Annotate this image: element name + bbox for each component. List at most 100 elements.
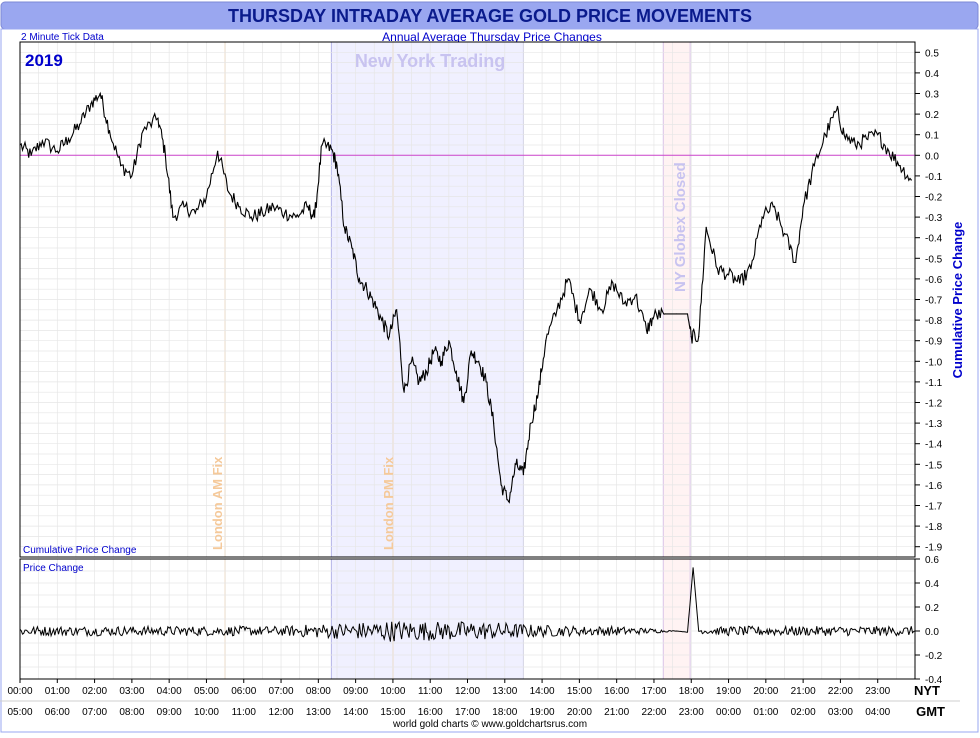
- y-tick-label: -1.5: [925, 460, 943, 471]
- pm-fix-label: London PM Fix: [381, 456, 396, 550]
- cumulative-point: [665, 313, 666, 314]
- x-tick-label-gmt: 04:00: [865, 707, 890, 718]
- x-tick-label-nyt: 20:00: [753, 686, 778, 697]
- x-tick-label-nyt: 06:00: [231, 686, 256, 697]
- cumulative-point: [556, 309, 557, 310]
- cumulative-point: [601, 309, 602, 310]
- cumulative-point: [568, 278, 569, 279]
- y-tick-label: -1.8: [925, 522, 943, 533]
- cumulative-point: [321, 144, 322, 145]
- x-tick-label-gmt: 22:00: [641, 707, 666, 718]
- y-tick-label: -0.2: [925, 193, 943, 204]
- x-tick-label-gmt: 13:00: [306, 707, 331, 718]
- x-tick-label-nyt: 05:00: [194, 686, 219, 697]
- y-tick-label: 0.2: [925, 110, 939, 121]
- x-tick-label-nyt: 09:00: [343, 686, 368, 697]
- x-tick-label-gmt: 02:00: [791, 707, 816, 718]
- x-tick-label-nyt: 07:00: [269, 686, 294, 697]
- x-tick-label-gmt: 07:00: [82, 707, 107, 718]
- cumulative-point: [165, 155, 166, 156]
- x-tick-label-gmt: 01:00: [753, 707, 778, 718]
- cumulative-point: [381, 320, 382, 321]
- cumulative-point: [433, 350, 434, 351]
- cumulative-point: [284, 212, 285, 213]
- ny-trading-label: New York Trading: [355, 51, 505, 71]
- x-tick-label-gmt: 08:00: [119, 707, 144, 718]
- cumulative-point: [31, 155, 32, 156]
- x-tick-label-nyt: 23:00: [865, 686, 890, 697]
- x-tick-label-gmt: 20:00: [567, 707, 592, 718]
- x-tick-label-gmt: 06:00: [45, 707, 70, 718]
- cumulative-point: [795, 262, 796, 263]
- cumulative-point: [331, 149, 332, 150]
- x-tick-label-nyt: 02:00: [82, 686, 107, 697]
- cumulative-point: [463, 402, 464, 403]
- cumulative-point: [217, 151, 218, 152]
- cumulative-point: [538, 392, 539, 393]
- cumulative-point: [844, 134, 845, 135]
- cumulative-point: [836, 109, 837, 110]
- cumulative-point: [500, 484, 501, 485]
- cumulative-point: [508, 501, 509, 502]
- chart-svg: THURSDAY INTRADAY AVERAGE GOLD PRICE MOV…: [0, 0, 980, 733]
- cumulative-point: [183, 206, 184, 207]
- cumulative-point: [42, 140, 43, 141]
- cumulative-point: [471, 350, 472, 351]
- cumulative-point: [478, 361, 479, 362]
- upper-y-axis: 0.50.40.30.20.10.0-0.1-0.2-0.3-0.4-0.5-0…: [915, 48, 943, 553]
- cumulative-point: [784, 233, 785, 234]
- year-label: 2019: [25, 51, 63, 70]
- y-axis-title: Cumulative Price Change: [950, 222, 965, 379]
- cumulative-point: [79, 124, 80, 125]
- x-tick-label-gmt: 09:00: [157, 707, 182, 718]
- x-tick-label-nyt: 16:00: [604, 686, 629, 697]
- y-tick-label: -1.1: [925, 378, 943, 389]
- y-tick-label: -1.2: [925, 399, 943, 410]
- y-tick-label: 0.0: [925, 151, 939, 162]
- cumulative-point: [448, 340, 449, 341]
- y-tick-label: 0.6: [925, 555, 939, 566]
- cumulative-point: [344, 227, 345, 228]
- cumulative-point: [336, 165, 337, 166]
- tick-note: 2 Minute Tick Data: [21, 32, 104, 43]
- nyt-label: NYT: [914, 683, 940, 698]
- x-tick-label-nyt: 21:00: [791, 686, 816, 697]
- cumulative-point: [579, 320, 580, 321]
- x-axis: 00:0005:0001:0006:0002:0007:0003:0008:00…: [0, 679, 960, 718]
- footer-credit: world gold charts © www.goldchartsrus.co…: [392, 719, 587, 730]
- am-fix-label: London AM Fix: [210, 456, 225, 550]
- x-tick-label-nyt: 03:00: [119, 686, 144, 697]
- cumulative-point: [295, 217, 296, 218]
- x-tick-label-gmt: 03:00: [828, 707, 853, 718]
- upper-panel-label: Cumulative Price Change: [23, 545, 137, 556]
- cumulative-point: [762, 217, 763, 218]
- cumulative-point: [523, 474, 524, 475]
- cumulative-point: [359, 278, 360, 279]
- cumulative-point: [142, 130, 143, 131]
- cumulative-point: [612, 282, 613, 283]
- x-tick-label-gmt: 11:00: [232, 707, 257, 718]
- x-tick-label-nyt: 04:00: [157, 686, 182, 697]
- cumulative-point: [441, 361, 442, 362]
- cumulative-point: [899, 165, 900, 166]
- cumulative-point: [90, 103, 91, 104]
- cumulative-point: [307, 206, 308, 207]
- y-tick-label: -0.1: [925, 172, 943, 183]
- cumulative-point: [825, 134, 826, 135]
- y-tick-label: 0.1: [925, 131, 939, 142]
- y-tick-label: -1.7: [925, 502, 943, 513]
- cumulative-point: [486, 381, 487, 382]
- y-tick-label: -1.3: [925, 419, 943, 430]
- x-tick-label-nyt: 22:00: [828, 686, 853, 697]
- x-tick-label-nyt: 17:00: [641, 686, 666, 697]
- cumulative-point: [635, 295, 636, 296]
- x-tick-label-gmt: 12:00: [269, 707, 294, 718]
- x-tick-label-nyt: 15:00: [567, 686, 592, 697]
- cumulative-point: [251, 217, 252, 218]
- x-tick-label-gmt: 21:00: [604, 707, 629, 718]
- cumulative-point: [545, 340, 546, 341]
- x-tick-label-nyt: 13:00: [492, 686, 517, 697]
- y-tick-label: -0.2: [925, 651, 943, 662]
- cumulative-point: [911, 179, 912, 180]
- chart-title: THURSDAY INTRADAY AVERAGE GOLD PRICE MOV…: [228, 6, 752, 26]
